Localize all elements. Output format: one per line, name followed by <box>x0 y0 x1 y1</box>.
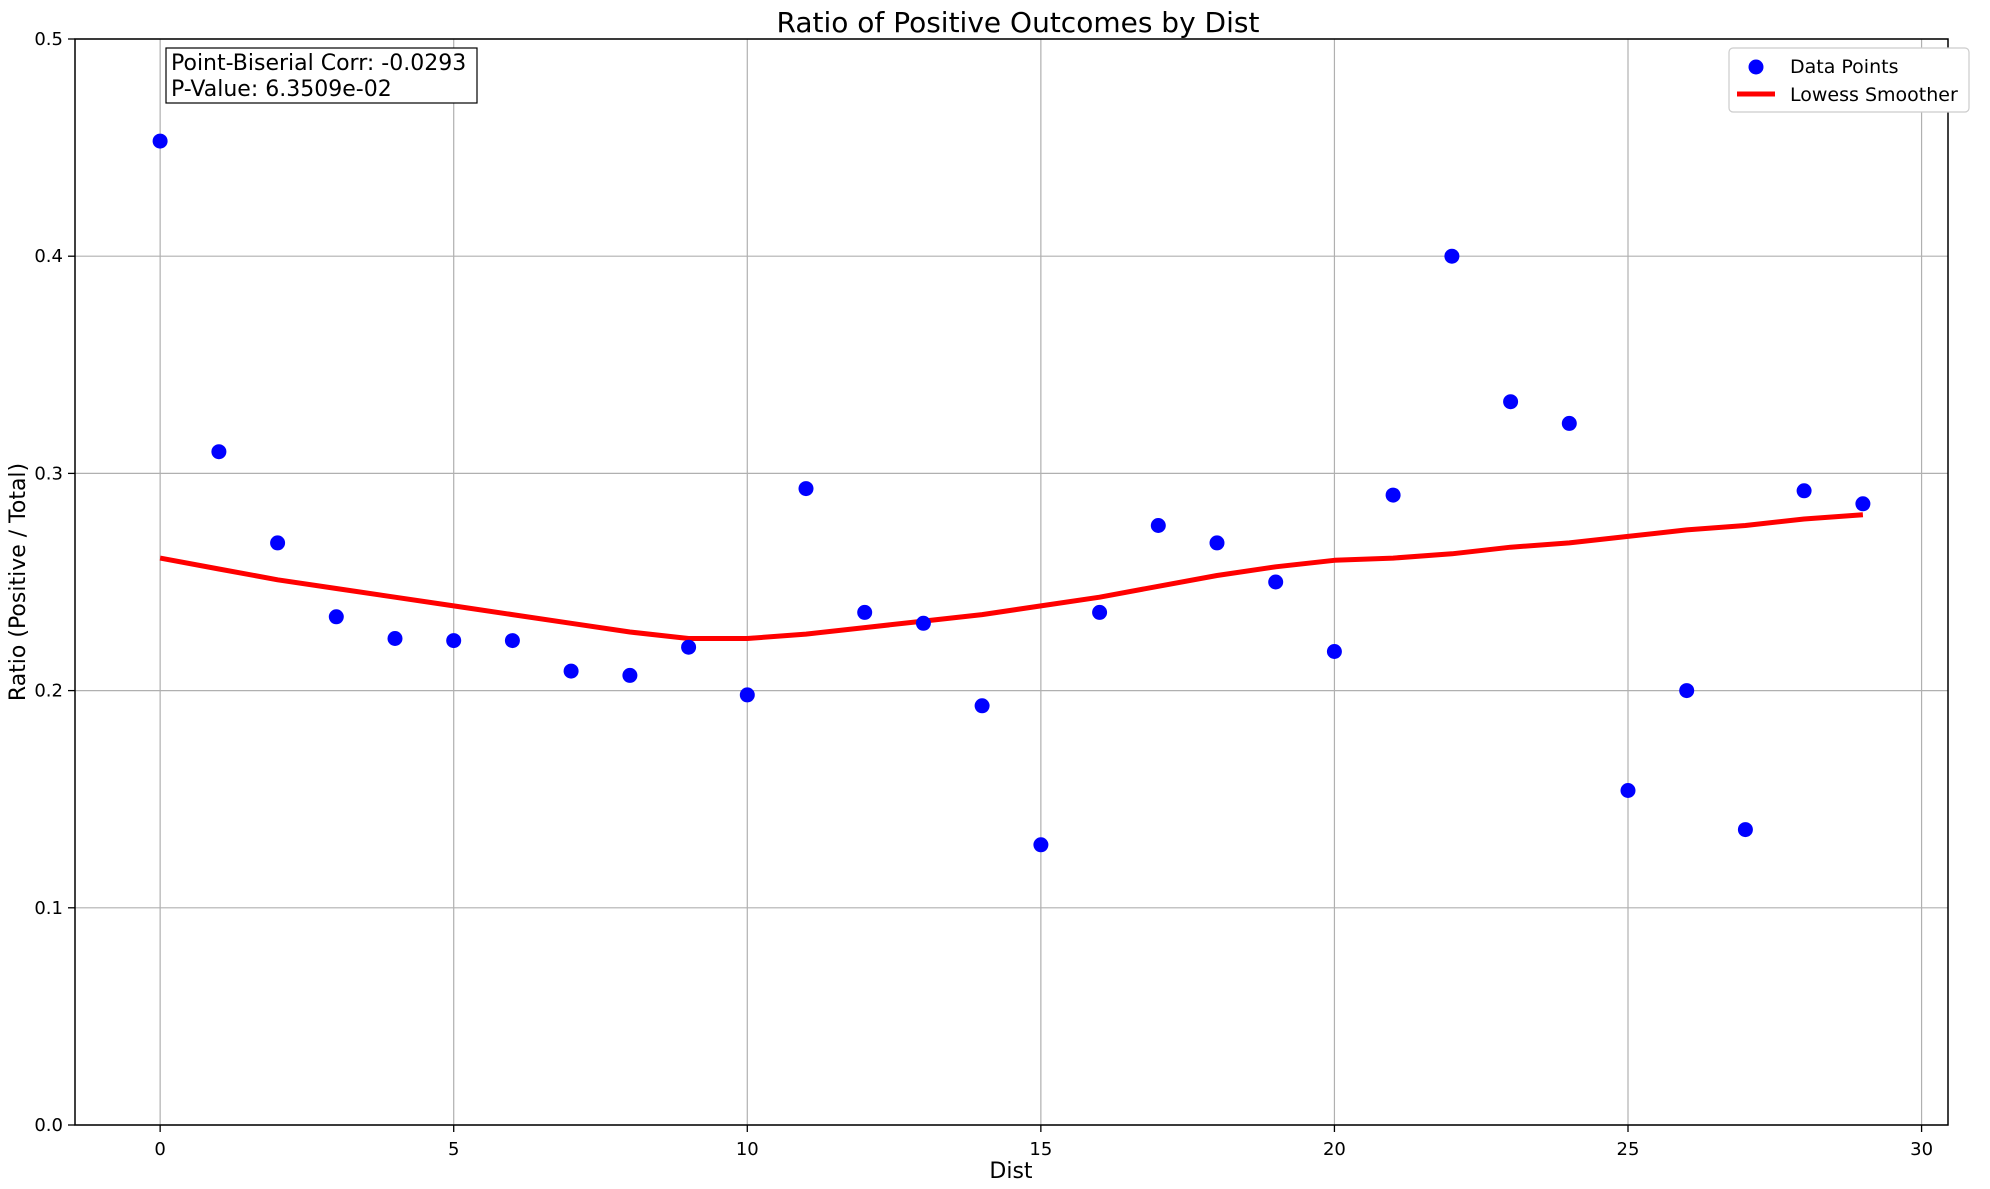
x-tick-label: 25 <box>1617 1139 1640 1160</box>
data-point <box>1444 248 1460 264</box>
data-point <box>798 481 814 497</box>
data-point <box>857 604 873 620</box>
data-point <box>328 609 344 625</box>
y-tick-label: 0.4 <box>34 246 63 267</box>
data-point <box>1620 783 1636 798</box>
chart-title: Ratio of Positive Outcomes by Dist <box>777 6 1260 39</box>
legend-box <box>1728 47 1970 113</box>
data-point <box>1503 394 1519 410</box>
x-ticks: 0 5 10 15 20 25 30 <box>154 1125 1933 1160</box>
data-point <box>974 698 990 714</box>
data-point <box>1385 487 1401 503</box>
y-tick-label: 0.5 <box>34 29 63 50</box>
data-point <box>1150 518 1166 533</box>
lowess-smoother-line <box>159 512 1864 641</box>
legend-label-data-points: Data Points <box>1790 56 1898 78</box>
data-point <box>622 667 638 683</box>
y-tick-label: 0.0 <box>34 1115 63 1136</box>
legend-label-lowess: Lowess Smoother <box>1790 84 1958 106</box>
data-point <box>1033 837 1049 853</box>
y-ticks: 0.0 0.1 0.2 0.3 0.4 0.5 <box>34 29 75 1136</box>
data-point <box>1326 644 1342 659</box>
data-point <box>681 639 697 655</box>
x-axis-label: Dist <box>989 1159 1033 1184</box>
y-tick-label: 0.1 <box>34 898 63 919</box>
data-point <box>739 687 755 703</box>
legend-marker-data-points <box>1748 59 1764 75</box>
data-point <box>563 663 579 679</box>
x-tick-label: 15 <box>1029 1139 1052 1160</box>
annotation-box <box>165 47 478 104</box>
data-points-layer <box>152 133 1871 853</box>
legend: Data Points Lowess Smoother <box>1728 47 1970 113</box>
data-point <box>1855 496 1871 512</box>
data-point <box>1737 822 1753 838</box>
data-point <box>915 615 931 631</box>
data-point <box>1268 574 1284 590</box>
y-axis-label: Ratio (Positive / Total) <box>6 463 31 701</box>
stats-annotation: Point-Biserial Corr: -0.0293 P-Value: 6.… <box>165 47 478 104</box>
data-point <box>1209 535 1225 551</box>
x-tick-label: 30 <box>1910 1139 1933 1160</box>
data-point <box>152 133 168 149</box>
annotation-corr: Point-Biserial Corr: -0.0293 <box>171 51 466 76</box>
data-point <box>1679 683 1695 699</box>
y-tick-label: 0.3 <box>34 463 63 484</box>
data-point <box>504 633 520 649</box>
x-tick-label: 0 <box>154 1139 165 1160</box>
y-tick-label: 0.2 <box>34 681 63 702</box>
data-point <box>446 633 462 649</box>
x-tick-label: 20 <box>1323 1139 1346 1160</box>
annotation-pvalue: P-Value: 6.3509e-02 <box>171 77 392 102</box>
lowess-line-layer <box>159 512 1864 641</box>
plot-area-frame <box>74 38 1949 1126</box>
data-point <box>1092 604 1108 620</box>
data-point <box>1796 483 1812 499</box>
data-point <box>211 444 227 460</box>
data-point <box>387 631 403 646</box>
data-point <box>1561 415 1577 431</box>
data-point <box>270 535 286 551</box>
x-tick-label: 5 <box>448 1139 459 1160</box>
x-tick-label: 10 <box>736 1139 759 1160</box>
